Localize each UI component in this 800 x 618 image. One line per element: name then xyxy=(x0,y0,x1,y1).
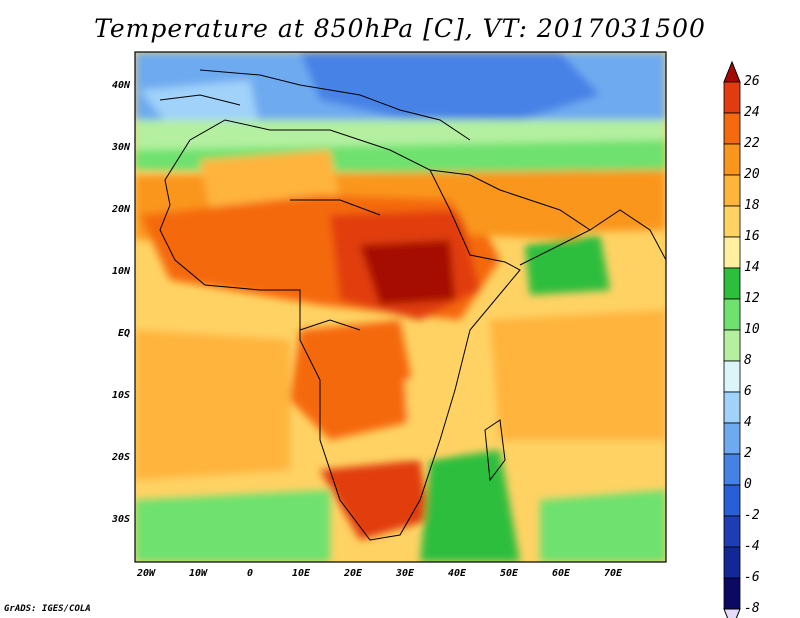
lon-label: 70E xyxy=(603,568,623,579)
lon-label: 40E xyxy=(447,568,467,579)
colorbar-label: 22 xyxy=(744,136,760,151)
colorbar-segment xyxy=(723,267,741,300)
colorbar-segment xyxy=(723,298,741,331)
lat-label: 30N xyxy=(111,142,130,153)
lat-label: 10N xyxy=(111,266,130,277)
lon-label: 10E xyxy=(291,568,311,579)
colorbar-segment xyxy=(723,81,741,114)
lat-label: EQ xyxy=(117,328,130,339)
colorbar-segment xyxy=(723,546,741,579)
lon-label: 20E xyxy=(343,568,363,579)
colorbar-segment xyxy=(723,236,741,269)
colorbar-segment xyxy=(723,143,741,176)
colorbar-label: 12 xyxy=(744,291,760,306)
colorbar-segment xyxy=(723,360,741,393)
lon-label: 20W xyxy=(136,568,156,579)
colorbar-label: 0 xyxy=(744,477,752,492)
lon-label: 10W xyxy=(188,568,208,579)
map-title: Temperature at 850hPa [C], VT: 201703150… xyxy=(94,14,706,43)
colorbar-label: -8 xyxy=(744,601,760,616)
colorbar-segment xyxy=(723,422,741,455)
colorbar-label: -2 xyxy=(744,508,760,523)
colorbar-label: 6 xyxy=(744,384,752,399)
coastlines xyxy=(159,69,666,541)
lat-label: 40N xyxy=(111,80,130,91)
lat-label: 20S xyxy=(111,452,130,463)
colorbar-segment xyxy=(723,453,741,486)
lon-label: 50E xyxy=(499,568,519,579)
lat-label: 30S xyxy=(111,514,130,525)
colorbar-segment xyxy=(723,329,741,362)
colorbar-label: -4 xyxy=(744,539,760,554)
colorbar-label: 24 xyxy=(744,105,760,120)
colorbar-segment xyxy=(723,484,741,517)
colorbar-label: 14 xyxy=(744,260,760,275)
map-frame xyxy=(134,51,667,563)
colorbar-label: 18 xyxy=(744,198,760,213)
colorbar-segment xyxy=(723,577,741,610)
colorbar-label: 16 xyxy=(744,229,760,244)
colorbar-bottom-arrow xyxy=(723,608,741,618)
colorbar-label: 8 xyxy=(744,353,752,368)
colorbar-label: 20 xyxy=(744,167,760,182)
colorbar-label: 26 xyxy=(744,74,760,89)
temperature-field xyxy=(135,52,666,562)
lon-label: 0 xyxy=(246,568,254,579)
colorbar-segment xyxy=(723,391,741,424)
lon-label: 60E xyxy=(551,568,571,579)
colorbar-segment xyxy=(723,515,741,548)
colorbar-label: 2 xyxy=(744,446,752,461)
colorbar-segment xyxy=(723,112,741,145)
colorbar-label: -6 xyxy=(744,570,760,585)
colorbar-segment xyxy=(723,174,741,207)
lon-label: 30E xyxy=(395,568,415,579)
grads-credit: GrADS: IGES/COLA xyxy=(4,604,91,614)
colorbar-top-arrow xyxy=(723,60,741,83)
colorbar-label: 4 xyxy=(744,415,752,430)
colorbar-segment xyxy=(723,205,741,238)
lat-label: 20N xyxy=(111,204,130,215)
lat-label: 10S xyxy=(111,390,130,401)
colorbar-label: 10 xyxy=(744,322,760,337)
